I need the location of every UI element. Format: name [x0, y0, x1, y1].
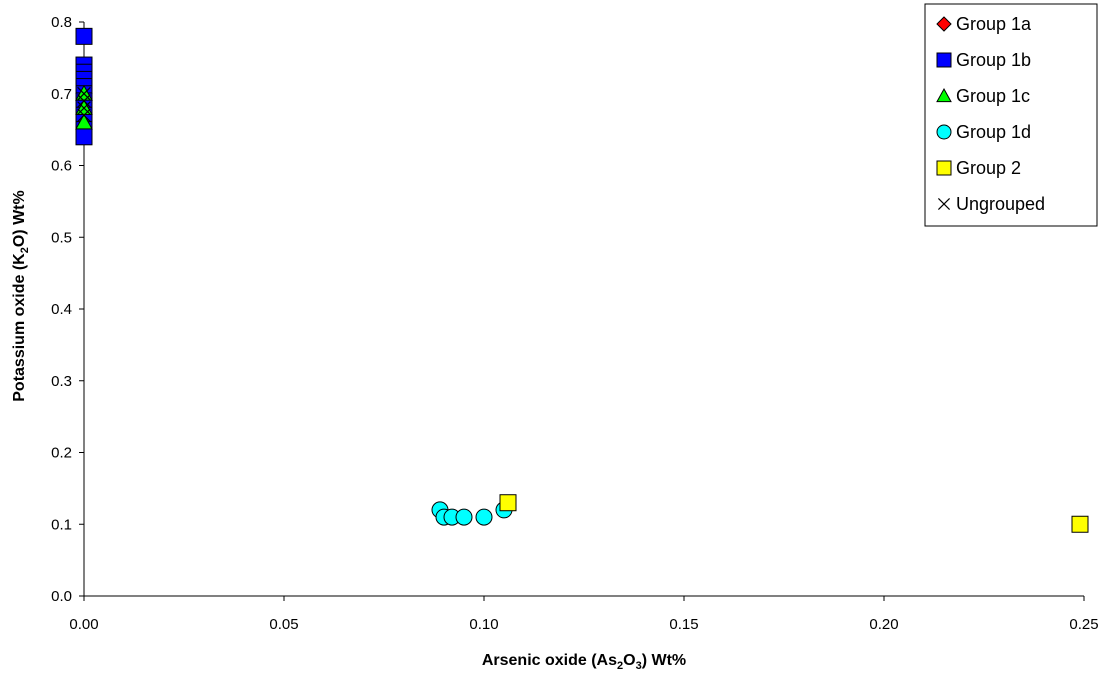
point-group-1c	[75, 113, 93, 130]
x-tick-label: 0.10	[469, 616, 498, 633]
x-tick-label: 0.00	[69, 616, 98, 633]
legend-box	[924, 3, 1098, 227]
legend-label-ungrouped: Ungrouped	[956, 194, 1045, 214]
point-group-2	[1071, 515, 1089, 533]
legend-marker-group-1b	[936, 52, 952, 68]
point-group-1d	[455, 508, 473, 526]
x-tick-label: 0.20	[869, 616, 898, 633]
y-tick-label: 0.7	[51, 86, 72, 103]
x-tick-label: 0.05	[269, 616, 298, 633]
y-tick-label: 0.0	[51, 588, 72, 605]
x-axis-title: Arsenic oxide (As2O3) Wt%	[482, 652, 686, 672]
axes: 0.0 0.1 0.2 0.3 0.4 0.5 0.6 0.7 0.8 0.00 0.05 0.10 0…	[51, 14, 1098, 633]
data-points	[75, 27, 1089, 533]
point-ungrouped	[77, 101, 91, 115]
y-tick-label: 0.1	[51, 516, 72, 533]
point-group-2	[499, 494, 517, 512]
y-tick-label: 0.6	[51, 158, 72, 175]
x-tick-label: 0.25	[1069, 616, 1098, 633]
point-ungrouped	[77, 94, 91, 108]
legend-label-group-2: Group 2	[956, 158, 1021, 178]
y-tick-label: 0.2	[51, 445, 72, 462]
y-axis-title: Potassium oxide (K2O) Wt%	[11, 190, 31, 401]
point-ungrouped	[77, 86, 91, 101]
point-group-1d	[475, 508, 493, 526]
legend-marker-group-1c	[936, 87, 952, 103]
legend-label-group-1b: Group 1b	[956, 50, 1031, 70]
y-tick-label: 0.3	[51, 373, 72, 390]
legend-label-group-1d: Group 1d	[956, 122, 1031, 142]
y-tick-label: 0.4	[51, 301, 72, 318]
legend-label-group-1c: Group 1c	[956, 86, 1030, 106]
legend-marker-group-2	[936, 160, 952, 176]
point-group-1b	[75, 128, 93, 146]
x-tick-label: 0.15	[669, 616, 698, 633]
y-tick-label: 0.8	[51, 14, 72, 31]
point-ungrouped	[77, 108, 91, 123]
legend-marker-group-1a	[936, 16, 952, 32]
legend: Group 1a Group 1b Group 1c Group 1d Group 2 U…	[924, 3, 1098, 227]
legend-label-group-1a: Group 1a	[956, 14, 1032, 34]
y-tick-label: 0.5	[51, 229, 72, 246]
point-group-1b	[75, 27, 93, 45]
legend-marker-group-1d	[936, 124, 952, 140]
legend-marker-ungrouped	[937, 197, 951, 211]
